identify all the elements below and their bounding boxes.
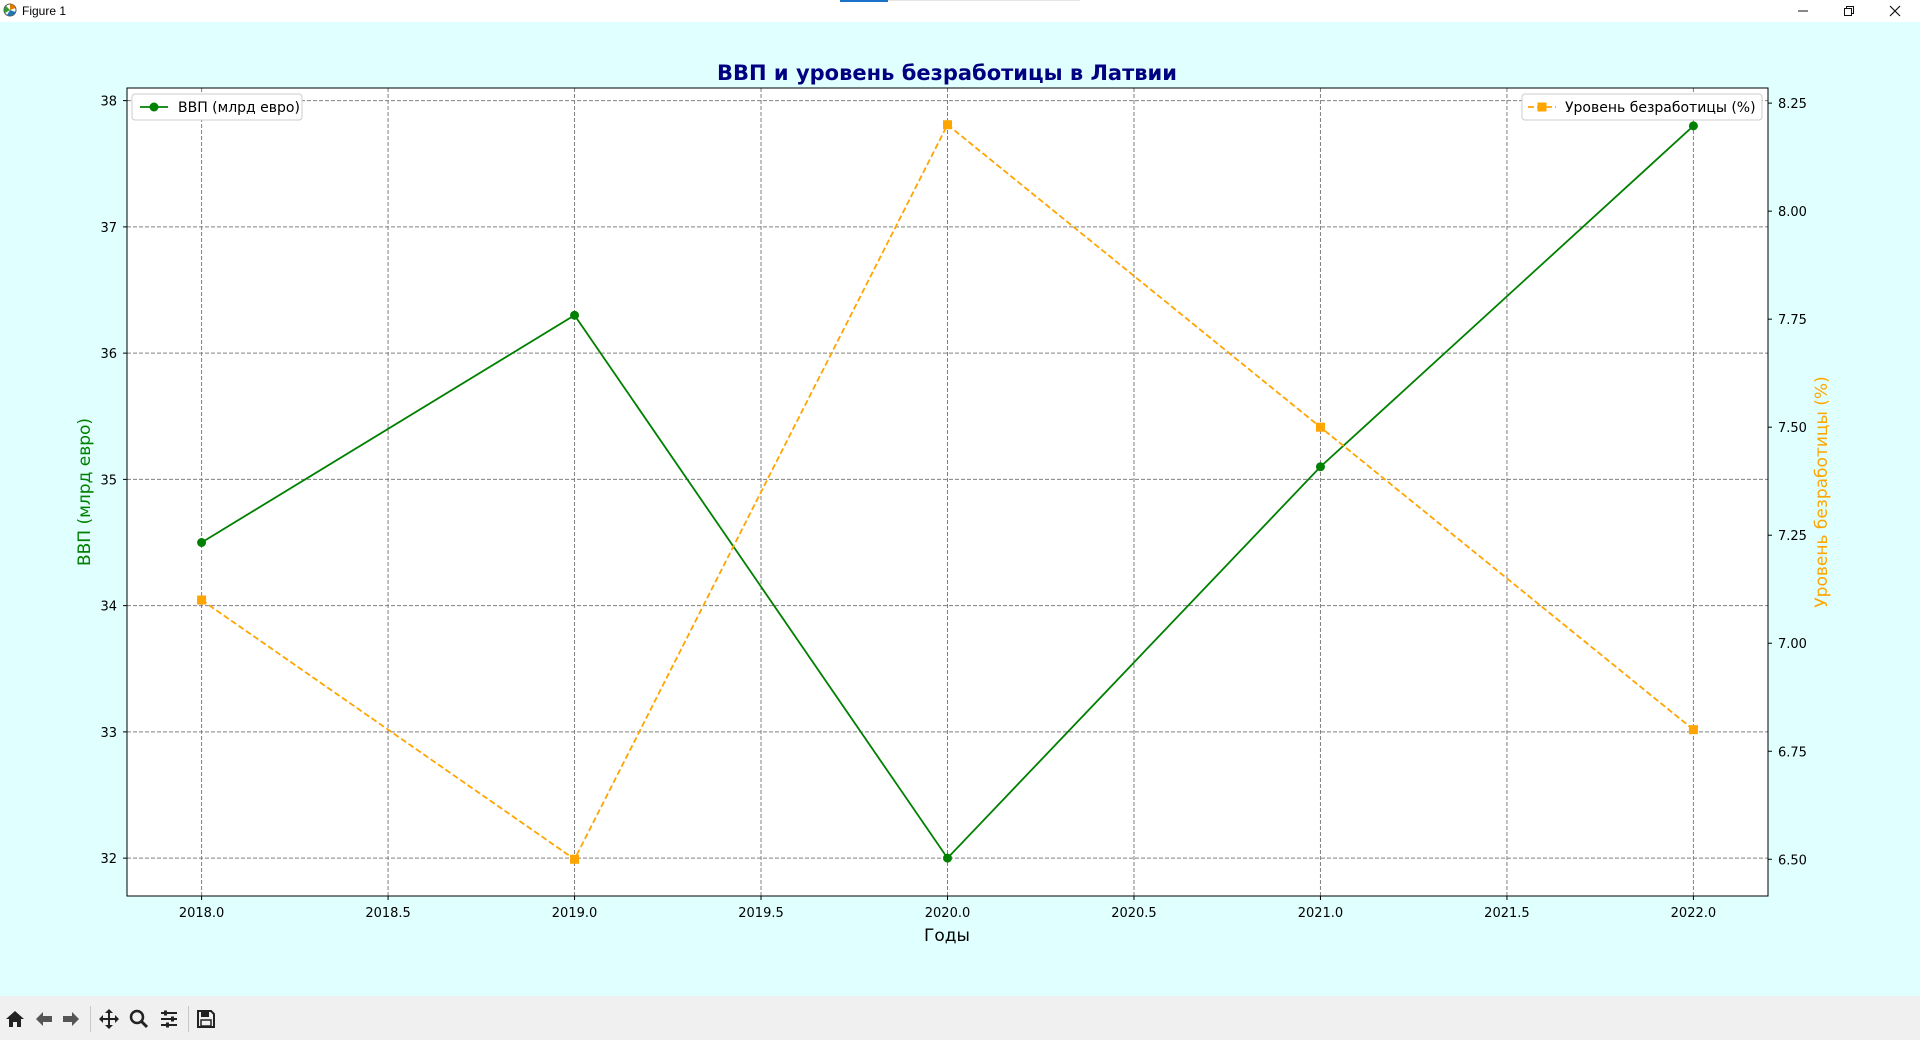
y-tick-label-left: 35 [100, 473, 117, 488]
configure-subplots-icon [161, 1010, 177, 1028]
save-icon [197, 1010, 215, 1028]
y-tick-label-left: 33 [100, 726, 117, 741]
home-icon [6, 1011, 24, 1027]
x-tick-label: 2021.0 [1298, 906, 1344, 921]
y-tick-label-right: 6.75 [1778, 745, 1807, 760]
unemployment-point [197, 595, 207, 605]
y-axis-label-right: Уровень безработицы (%) [1812, 376, 1832, 607]
y-tick-label-left: 36 [100, 347, 117, 362]
legend-unemployment-marker [1537, 102, 1547, 112]
pan-icon [99, 1009, 119, 1029]
x-axis-label: Годы [924, 926, 970, 946]
title-bar: Figure 1 [0, 0, 1920, 22]
y-tick-label-right: 8.00 [1778, 205, 1807, 220]
configure-subplots-button[interactable] [157, 1007, 181, 1031]
x-tick-label: 2020.0 [925, 906, 971, 921]
x-tick-label: 2019.5 [738, 906, 784, 921]
navigation-toolbar [0, 996, 1920, 1040]
save-button[interactable] [194, 1007, 218, 1031]
legend-unemployment: Уровень безработицы (%) [1521, 93, 1763, 121]
y-tick-label-right: 7.75 [1778, 313, 1807, 328]
restore-icon [1844, 6, 1854, 16]
x-tick-label: 2018.0 [179, 906, 225, 921]
legend-gdp-marker [149, 102, 159, 112]
unemployment-point [570, 854, 580, 864]
unemployment-point [1315, 422, 1325, 432]
unemployment-point [943, 120, 952, 130]
y-tick-label-right: 8.25 [1778, 97, 1807, 112]
zoom-icon [129, 1009, 149, 1029]
gdp-point [1315, 462, 1325, 472]
chart: 2018.0 2018.5 2019.0 2019.5 2020.0 2020.5 2021… [75, 61, 1832, 946]
toolbar-separator [188, 1006, 189, 1032]
taskbar-focus-indicator [840, 0, 888, 2]
x-tick-label: 2018.5 [365, 906, 411, 921]
forward-button[interactable] [59, 1007, 83, 1031]
close-icon [1889, 5, 1901, 17]
gdp-point [570, 310, 580, 320]
forward-arrow-icon [63, 1012, 79, 1026]
minimize-button[interactable] [1780, 0, 1826, 22]
series-layer [197, 120, 1698, 864]
y-tick-label-right: 7.50 [1778, 421, 1807, 436]
x-tick-label: 2019.0 [552, 906, 598, 921]
grid [127, 88, 1768, 896]
x-tick-label: 2021.5 [1484, 906, 1530, 921]
y-tick-label-right: 7.25 [1778, 529, 1807, 544]
zoom-button[interactable] [127, 1007, 151, 1031]
home-button[interactable] [3, 1007, 27, 1031]
y-tick-label-left: 38 [100, 95, 117, 110]
gdp-point [943, 853, 952, 863]
y-tick-label-left: 34 [100, 600, 117, 615]
legend-unemployment-frame [1521, 93, 1763, 121]
chart-title: ВВП и уровень безработицы в Латвии [717, 61, 1177, 85]
pan-button[interactable] [97, 1007, 121, 1031]
legend-gdp-frame [131, 93, 303, 121]
toolbar-separator [90, 1006, 91, 1032]
y-tick-label-right: 6.50 [1778, 853, 1807, 868]
restore-button[interactable] [1826, 0, 1872, 22]
legend-unemployment-label: Уровень безработицы (%) [1565, 100, 1756, 116]
y-tick-label-left: 37 [100, 221, 117, 236]
window-title: Figure 1 [22, 4, 67, 18]
gdp-point [1688, 121, 1698, 131]
minimize-icon [1798, 10, 1808, 12]
close-button[interactable] [1872, 0, 1918, 22]
matplotlib-icon [3, 3, 17, 17]
y-axis-label-left: ВВП (млрд евро) [75, 418, 95, 566]
back-arrow-icon [36, 1012, 52, 1026]
x-tick-label: 2020.5 [1111, 906, 1157, 921]
gdp-point [197, 538, 207, 547]
y-tick-label-right: 7.00 [1778, 637, 1807, 652]
back-button[interactable] [32, 1007, 56, 1031]
x-tick-label: 2022.0 [1671, 906, 1717, 921]
legend-gdp-label: ВВП (млрд евро) [178, 100, 300, 116]
y-tick-label-left: 32 [100, 852, 117, 867]
taskbar-indicator-track [888, 0, 1080, 1]
ticks: 2018.0 2018.5 2019.0 2019.5 2020.0 2020.5 2021… [100, 95, 1807, 921]
unemployment-point [1688, 725, 1698, 735]
legend-gdp: ВВП (млрд евро) [131, 93, 303, 121]
